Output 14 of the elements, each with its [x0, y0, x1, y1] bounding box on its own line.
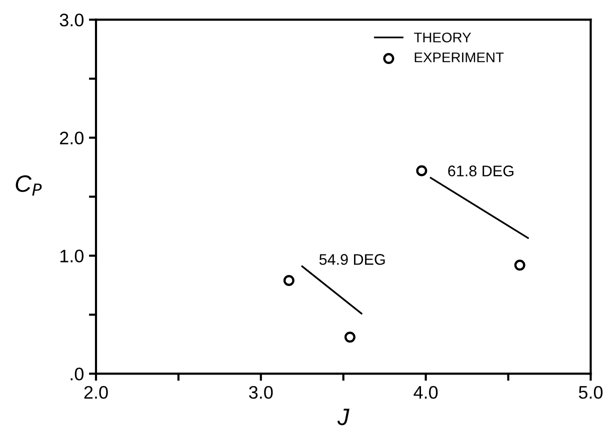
annotation: 61.8 DEG: [448, 166, 514, 176]
y-tick-label: 2.0: [60, 132, 84, 144]
x-tick-label: 2.0: [84, 386, 108, 399]
x-axis-title: J: [337, 408, 350, 426]
legend-label: EXPERIMENT: [414, 52, 504, 62]
y-tick-label: 3.0: [60, 14, 84, 26]
y-axis-title: C$_{P}$: [16, 175, 42, 196]
annotation: 54.9 DEG: [319, 254, 385, 265]
x-tick-label: 3.0: [249, 386, 273, 399]
x-tick-label: 4.0: [414, 386, 438, 399]
y-tick-label: .0: [70, 368, 84, 380]
legend-label: THEORY: [414, 32, 472, 42]
x-tick-label: 5.0: [578, 386, 603, 399]
y-tick-label: 1.0: [60, 250, 84, 262]
